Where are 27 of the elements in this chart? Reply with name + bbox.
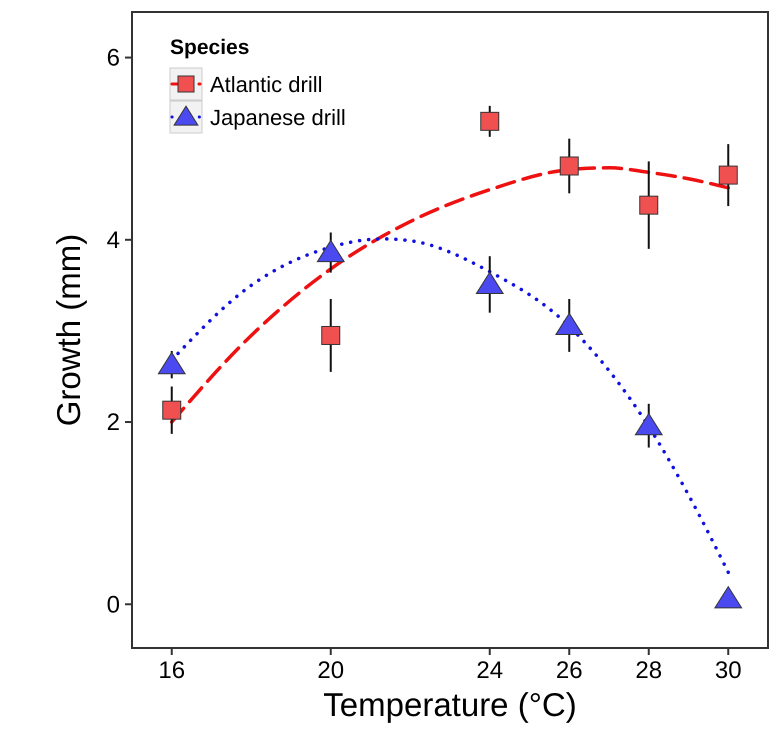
point — [714, 586, 742, 608]
point — [316, 240, 345, 262]
x-tick-label: 20 — [317, 657, 344, 684]
x-tick-label: 16 — [158, 657, 186, 684]
y-tick-label: 0 — [106, 591, 120, 618]
legend-label: Japanese drill — [210, 105, 346, 130]
point — [639, 196, 658, 215]
point — [476, 272, 504, 294]
x-tick-label: 28 — [635, 657, 662, 684]
legend-title: Species — [170, 36, 250, 59]
y-axis-title: Growth (mm) — [50, 234, 87, 426]
y-tick-label: 4 — [106, 226, 120, 254]
point — [555, 312, 584, 336]
x-tick-label: 26 — [556, 657, 583, 684]
legend-label: Atlantic drill — [210, 72, 322, 97]
point — [162, 400, 182, 420]
y-tick-label: 2 — [106, 409, 120, 436]
point — [560, 156, 579, 176]
point — [634, 413, 663, 436]
x-axis-title: Temperature (°C) — [323, 686, 577, 723]
point — [321, 326, 340, 345]
point — [480, 112, 500, 131]
x-tick-label: 30 — [714, 657, 742, 684]
x-tick-label: 24 — [476, 657, 504, 684]
point — [718, 166, 738, 185]
point — [158, 352, 186, 374]
y-tick-label: 6 — [106, 44, 120, 72]
